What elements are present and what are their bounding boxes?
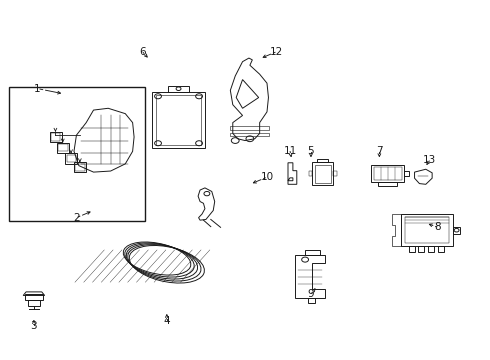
Text: 2: 2 (73, 213, 80, 222)
Text: 4: 4 (164, 316, 170, 325)
Text: 12: 12 (270, 46, 283, 57)
Text: 3: 3 (30, 321, 37, 331)
Text: 10: 10 (260, 172, 273, 182)
Text: 5: 5 (308, 145, 314, 156)
Text: 6: 6 (139, 46, 146, 57)
Text: 13: 13 (423, 155, 436, 165)
Text: 11: 11 (283, 145, 296, 156)
Text: 9: 9 (308, 289, 314, 299)
Text: 1: 1 (34, 84, 41, 94)
Text: 8: 8 (435, 222, 441, 232)
Text: 7: 7 (376, 145, 383, 156)
